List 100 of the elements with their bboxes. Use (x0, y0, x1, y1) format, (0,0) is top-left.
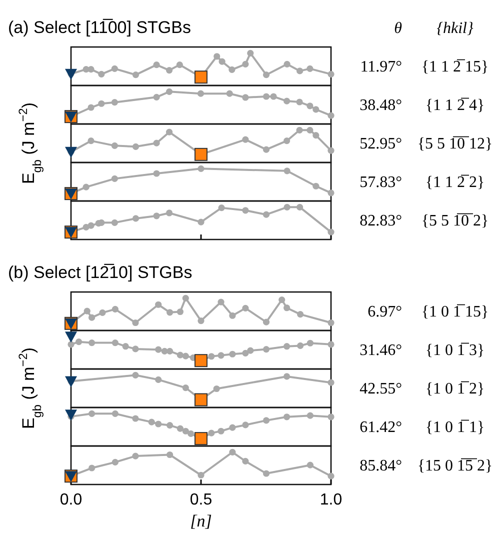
point (68, 341, 74, 348)
point (76, 338, 82, 346)
point (155, 376, 162, 383)
point (328, 379, 334, 386)
point (194, 70, 208, 84)
point (226, 90, 233, 97)
point (112, 340, 118, 346)
text: 6.97° (368, 303, 402, 320)
point (284, 204, 290, 210)
point (242, 422, 249, 428)
text: 85.84° (360, 457, 402, 474)
point (218, 298, 224, 306)
point (153, 62, 160, 68)
point (194, 393, 208, 406)
point (297, 342, 304, 350)
point (262, 318, 270, 326)
x-tick-label: 0.5 (190, 492, 212, 508)
point (312, 182, 320, 190)
point (229, 312, 236, 319)
point (208, 430, 215, 436)
point (328, 190, 334, 196)
point (166, 210, 173, 216)
text: {1 0 1̅ 2} (425, 380, 485, 398)
point (88, 104, 94, 111)
point (306, 412, 314, 419)
point (166, 128, 173, 136)
x-tick-label: 1.0 (320, 492, 342, 508)
point (197, 90, 204, 97)
text: {1 1 2̅ 2} (425, 174, 485, 191)
point (88, 66, 94, 73)
point (198, 165, 204, 172)
point (111, 175, 118, 182)
point (229, 424, 236, 431)
text: {1 0 1̅ 15} (421, 303, 489, 320)
point (166, 67, 173, 74)
point (194, 432, 208, 446)
point (98, 70, 105, 78)
point (88, 410, 96, 417)
point (88, 464, 96, 472)
point (247, 347, 254, 354)
point (166, 88, 173, 95)
x-axis-title: [n] (190, 512, 212, 530)
point (262, 146, 270, 153)
point (229, 448, 236, 456)
text: 31.46° (360, 342, 402, 359)
point (153, 140, 160, 146)
point (328, 472, 334, 480)
text: 42.55° (360, 380, 402, 398)
point (218, 352, 224, 359)
point (188, 430, 194, 438)
point (229, 350, 236, 358)
point (182, 428, 189, 434)
point (284, 343, 290, 350)
point (98, 219, 105, 226)
point (153, 170, 160, 177)
point (166, 422, 174, 429)
point (111, 142, 118, 149)
point (284, 168, 290, 174)
point (112, 306, 118, 312)
point (88, 222, 94, 229)
text: {1 0 1̅ 1} (425, 418, 485, 436)
point (218, 58, 226, 65)
chart-title: (b) Select [12̅10] STGBs (8, 263, 192, 282)
point (132, 143, 140, 150)
text: 38.48° (360, 96, 402, 114)
point (284, 373, 290, 380)
point (312, 106, 320, 113)
text: {15 0 1̅5̅ 2} (417, 457, 493, 474)
point (122, 343, 129, 350)
point (242, 458, 249, 465)
point (278, 296, 286, 304)
point (214, 53, 220, 60)
point (84, 308, 90, 314)
point (166, 348, 174, 355)
point (297, 311, 304, 318)
point (218, 204, 225, 212)
x-tick-label: 0.0 (60, 492, 82, 508)
point (306, 65, 314, 72)
point (306, 102, 314, 110)
point (242, 350, 249, 356)
point (153, 94, 160, 100)
point (328, 414, 334, 420)
point (132, 72, 140, 78)
text: 57.83° (360, 174, 402, 191)
point (111, 99, 118, 106)
chart-title: (a) Select [11̅00] STGBs (8, 18, 191, 37)
point (198, 318, 204, 324)
point (270, 93, 277, 100)
text: 11.97° (360, 58, 402, 76)
point (328, 112, 334, 119)
point (182, 294, 189, 302)
point (306, 126, 314, 134)
point (242, 94, 249, 101)
point (296, 126, 303, 134)
point (228, 66, 236, 73)
point (312, 132, 320, 139)
point (111, 219, 118, 226)
point (176, 62, 183, 68)
point (155, 420, 162, 428)
point (132, 372, 139, 378)
